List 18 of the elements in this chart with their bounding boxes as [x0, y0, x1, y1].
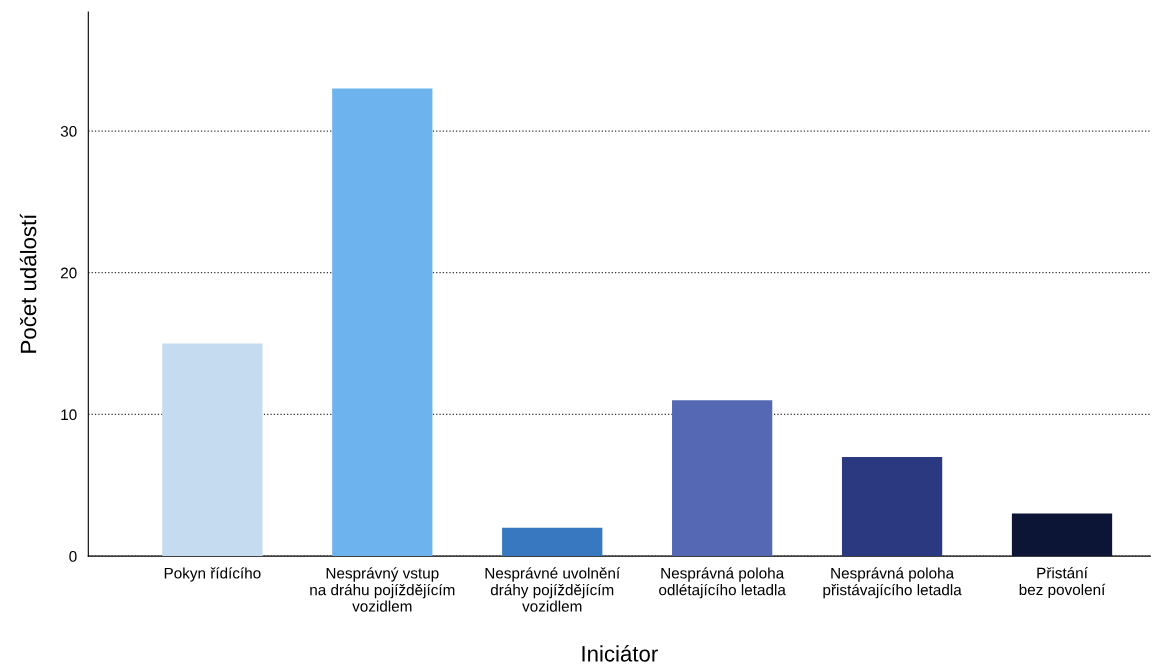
- bar: [1011, 513, 1113, 557]
- y-axis-title: Počet událostí: [19, 213, 37, 353]
- bar: [841, 456, 943, 557]
- x-tick-label: Přistání bez povolení: [1019, 567, 1106, 599]
- bar: [672, 400, 773, 557]
- bar: [502, 527, 603, 557]
- x-tick-label: Nesprávná poloha odlétajícího letadla: [659, 567, 786, 599]
- x-tick-label: Nesprávné uvolnění dráhy pojíždějícím vozidlem: [485, 567, 621, 612]
- bar: [332, 88, 433, 557]
- y-tick-label: 20: [60, 267, 77, 279]
- y-tick-label: 0: [69, 550, 77, 562]
- x-tick-label: Nesprávná poloha přistávajícího letadla: [823, 567, 962, 599]
- x-axis-title: Iniciátor: [582, 645, 658, 662]
- x-tick-label: Nesprávný vstup na dráhu pojíždějícím vozidlem: [310, 567, 455, 612]
- bar: [162, 343, 263, 557]
- y-tick-label: 30: [60, 125, 77, 137]
- y-tick-label: 10: [61, 409, 77, 421]
- x-tick-label: Pokyn řídícího: [164, 567, 261, 582]
